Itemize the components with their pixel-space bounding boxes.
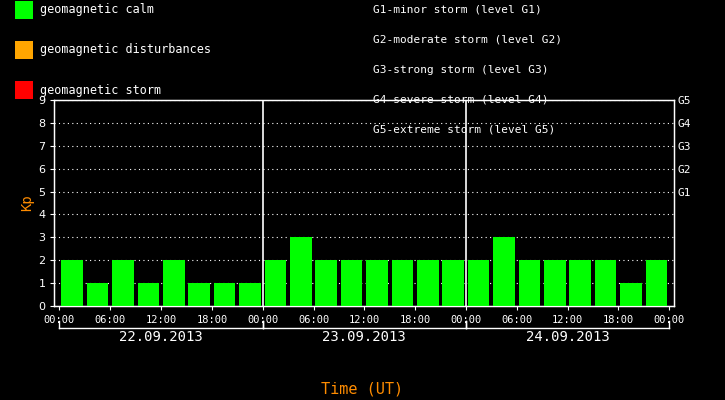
- Bar: [621, 283, 642, 306]
- Bar: [188, 283, 210, 306]
- Bar: [315, 260, 337, 306]
- Bar: [544, 260, 566, 306]
- Bar: [138, 283, 160, 306]
- Y-axis label: Kp: Kp: [20, 195, 34, 211]
- Text: Time (UT): Time (UT): [321, 381, 404, 396]
- Bar: [468, 260, 489, 306]
- Bar: [341, 260, 362, 306]
- Text: G3-strong storm (level G3): G3-strong storm (level G3): [373, 65, 549, 75]
- Bar: [290, 237, 312, 306]
- Text: 22.09.2013: 22.09.2013: [119, 330, 203, 344]
- Bar: [87, 283, 108, 306]
- Text: G5-extreme storm (level G5): G5-extreme storm (level G5): [373, 125, 555, 135]
- Bar: [594, 260, 616, 306]
- Bar: [493, 237, 515, 306]
- Bar: [366, 260, 388, 306]
- Bar: [442, 260, 464, 306]
- Bar: [265, 260, 286, 306]
- Bar: [112, 260, 134, 306]
- Text: geomagnetic storm: geomagnetic storm: [40, 84, 161, 96]
- Text: geomagnetic disturbances: geomagnetic disturbances: [40, 44, 211, 56]
- Bar: [62, 260, 83, 306]
- Bar: [214, 283, 236, 306]
- Text: G4-severe storm (level G4): G4-severe storm (level G4): [373, 95, 549, 105]
- Bar: [239, 283, 261, 306]
- Text: 24.09.2013: 24.09.2013: [526, 330, 610, 344]
- Text: geomagnetic calm: geomagnetic calm: [40, 4, 154, 16]
- Text: G2-moderate storm (level G2): G2-moderate storm (level G2): [373, 35, 563, 45]
- Bar: [646, 260, 667, 306]
- Bar: [163, 260, 185, 306]
- Bar: [569, 260, 591, 306]
- Text: 23.09.2013: 23.09.2013: [323, 330, 406, 344]
- Bar: [518, 260, 540, 306]
- Bar: [392, 260, 413, 306]
- Bar: [417, 260, 439, 306]
- Text: G1-minor storm (level G1): G1-minor storm (level G1): [373, 5, 542, 15]
